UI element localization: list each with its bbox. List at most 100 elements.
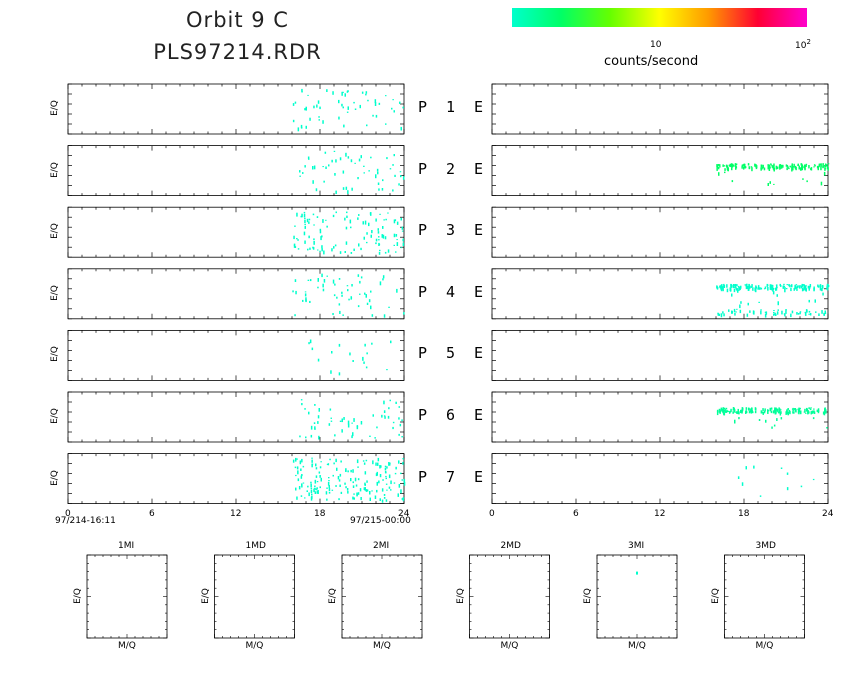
left-panel-3-point — [294, 246, 297, 248]
left-panel-3-point — [304, 223, 306, 225]
right-panel-4-band — [826, 285, 829, 288]
left-panel-3-point — [353, 248, 355, 251]
right-panel-2-band — [732, 164, 735, 167]
left-panel-7-point — [397, 493, 399, 497]
right-panel-2-band — [814, 165, 816, 167]
small-panel-xlabel: M/Q — [500, 641, 519, 651]
left-panel-ylabel: E/Q — [49, 284, 60, 301]
left-panel-5-point — [352, 360, 354, 362]
left-panel-7-point — [385, 477, 387, 480]
left-panel-7-point — [385, 483, 388, 485]
right-panel-6-band — [722, 409, 724, 411]
right-panel-6-band — [811, 410, 813, 413]
left-panel-7-point — [359, 488, 362, 492]
left-panel-6-point — [401, 419, 403, 422]
small-panel-title: 3MI — [628, 541, 645, 551]
right-panel-4-band2 — [749, 310, 751, 313]
left-panel-7-point — [302, 482, 305, 484]
right-panel-2-band — [770, 163, 772, 165]
left-panel-1-point — [307, 94, 309, 96]
left-panel-1-point — [365, 91, 368, 94]
right-panel-4-band2 — [808, 310, 811, 313]
left-panel-3-point — [357, 217, 359, 220]
left-panel-4-point — [317, 286, 319, 289]
right-panel-7 — [491, 453, 829, 505]
left-panel-7-point — [372, 460, 374, 465]
left-panel-1-point — [391, 107, 393, 110]
left-panel-4-point — [336, 296, 338, 299]
right-panel-6-band — [789, 411, 791, 415]
left-panel-7-point — [345, 469, 347, 472]
right-panel-4-band2 — [815, 311, 817, 313]
small-panel-2MD — [469, 554, 550, 639]
left-panel-3-point — [344, 217, 346, 221]
right-panel-2-band — [793, 163, 795, 168]
right-panel-4-band — [772, 288, 774, 291]
right-panel-6-band — [824, 408, 826, 412]
right-panel-6-band — [747, 407, 750, 411]
right-panel-6-band — [824, 407, 826, 410]
left-panel-5-point — [309, 339, 312, 344]
left-panel-3-point — [293, 235, 295, 240]
right-panel-6-band — [798, 408, 801, 413]
left-panel-7-point — [378, 480, 380, 484]
left-panel-3-point — [369, 212, 372, 215]
left-panel-2-point — [392, 189, 394, 192]
left-panel-2-point — [307, 156, 310, 159]
left-end-time: 97/215-00:00 — [350, 516, 411, 526]
right-panel-4-band — [730, 284, 733, 287]
right-panel-4-band2 — [783, 313, 786, 315]
right-panel-2-band — [787, 166, 789, 168]
right-panel-4-band — [736, 284, 738, 287]
left-panel-7-point — [381, 488, 384, 492]
left-panel-4-point — [383, 314, 386, 318]
right-panel-4-band2 — [824, 312, 827, 315]
left-panel-7-point — [327, 481, 330, 486]
left-panel-4-point — [304, 293, 307, 297]
right-panel-2-band — [727, 167, 729, 172]
small-panel-ylabel: E/Q — [582, 587, 593, 604]
left-panel-3-point — [296, 238, 298, 240]
left-panel-6-point — [318, 408, 320, 412]
left-panel-6-point — [299, 435, 301, 438]
right-panel-4-band2 — [799, 312, 801, 315]
right-panel-4-band2 — [764, 311, 767, 313]
left-panel-7-point — [319, 486, 321, 489]
right-panel-4-band2 — [734, 312, 736, 316]
right-panel-4-band — [801, 287, 804, 292]
left-panel-2-point — [347, 190, 349, 194]
right-panel-4-band — [796, 288, 798, 291]
left-panel-7-point — [326, 463, 329, 465]
right-panel-6-band — [755, 407, 757, 411]
left-panel-4-point — [321, 273, 323, 278]
right-panel-2-band — [818, 163, 821, 167]
row-label-p: P — [418, 406, 428, 424]
left-panel-3-point — [378, 239, 380, 241]
left-panel-5-point — [311, 347, 314, 351]
left-panel-3-point — [378, 243, 381, 246]
right-panel-4-point — [731, 293, 733, 297]
left-panel-6 — [67, 391, 405, 443]
left-panel-7-point — [301, 484, 303, 488]
right-panel-7-point — [737, 476, 740, 479]
right-panel-6-band — [752, 411, 754, 414]
left-panel-6-point — [310, 434, 313, 438]
right-panel-2-band — [804, 164, 806, 168]
left-panel-6-point — [328, 423, 331, 426]
row-label-number: 7 — [446, 467, 456, 486]
left-panel-1-point — [294, 101, 297, 104]
left-panel-4-point — [292, 290, 294, 293]
right-panel-4-band2 — [808, 313, 810, 315]
left-panel-4-point — [351, 284, 353, 287]
left-panel-7-point — [371, 490, 373, 492]
right-panel-2-band — [779, 167, 782, 169]
right-panel-2-point — [773, 168, 775, 171]
right-panel-6-band — [724, 410, 727, 413]
right-panel-4-point — [758, 301, 760, 303]
left-panel-3-point — [378, 236, 380, 238]
small-panel-1MD — [214, 554, 295, 639]
left-panel-3-point — [304, 219, 306, 224]
left-panel-3-point — [319, 228, 322, 231]
right-panel-2-band — [775, 165, 778, 170]
left-panel-6-point — [398, 406, 400, 408]
